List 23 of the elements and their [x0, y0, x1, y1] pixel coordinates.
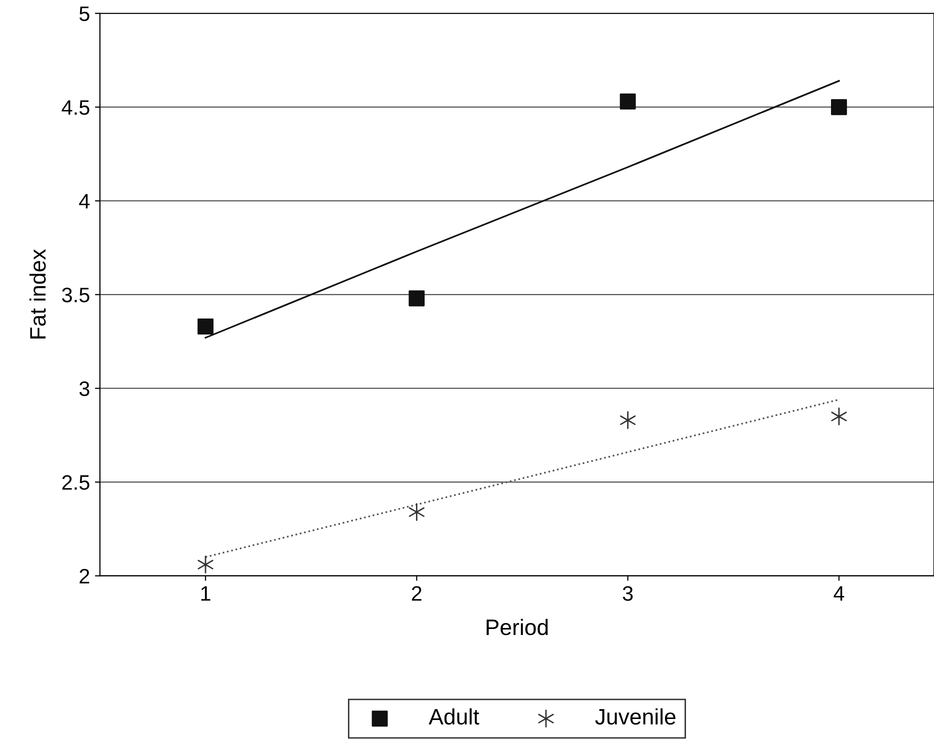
point — [408, 290, 425, 306]
x-tick-label: 3 — [622, 586, 633, 601]
point — [831, 408, 847, 426]
point — [198, 556, 214, 574]
point — [620, 94, 636, 110]
y-tick-label: 3 — [79, 381, 90, 396]
y-tick-label: 4.5 — [62, 100, 90, 115]
point — [620, 411, 636, 430]
x-axis-title: Period — [486, 618, 548, 636]
point — [198, 318, 214, 334]
point — [408, 503, 424, 521]
y-tick-label: 3.5 — [62, 288, 90, 302]
y-tick-label: 2 — [80, 568, 90, 584]
y-axis-title: Fat index — [29, 249, 46, 338]
point — [831, 99, 847, 116]
y-tick-label: 5 — [79, 6, 90, 22]
x-tick-label: 1 — [201, 586, 210, 601]
x-tick-label: 4 — [834, 586, 844, 601]
y-tick-label: 4 — [79, 194, 90, 208]
legend-label: Adult — [428, 708, 480, 725]
y-tick-label: 2.5 — [62, 475, 90, 490]
legend-label: Juvenile — [595, 708, 676, 725]
x-tick-label: 2 — [412, 586, 422, 601]
